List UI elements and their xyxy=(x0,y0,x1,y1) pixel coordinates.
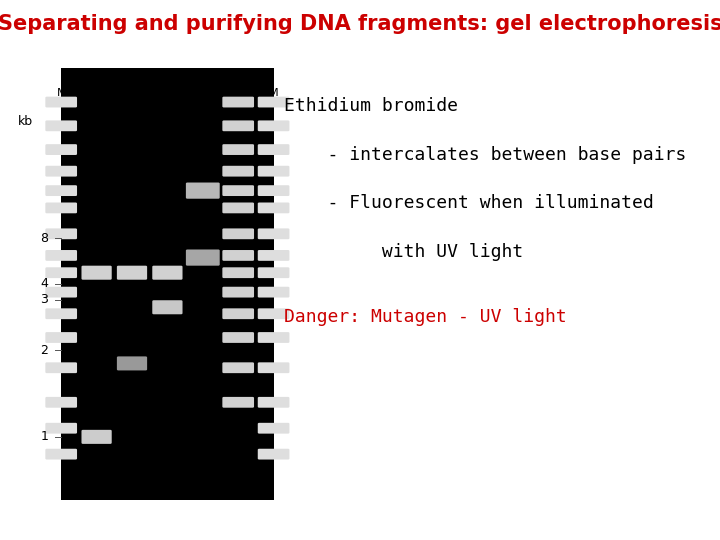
FancyBboxPatch shape xyxy=(45,250,77,261)
FancyBboxPatch shape xyxy=(222,267,254,278)
FancyBboxPatch shape xyxy=(153,266,183,280)
FancyBboxPatch shape xyxy=(222,97,254,107)
FancyBboxPatch shape xyxy=(117,356,147,370)
FancyBboxPatch shape xyxy=(117,266,147,280)
FancyBboxPatch shape xyxy=(81,266,112,280)
Text: Separating and purifying DNA fragments: gel electrophoresis: Separating and purifying DNA fragments: … xyxy=(0,14,720,33)
FancyBboxPatch shape xyxy=(258,166,289,177)
FancyBboxPatch shape xyxy=(258,287,289,298)
FancyBboxPatch shape xyxy=(258,144,289,155)
FancyBboxPatch shape xyxy=(258,97,289,107)
Text: Ethidium bromide: Ethidium bromide xyxy=(284,97,459,115)
Text: 4: 4 xyxy=(40,277,48,290)
FancyBboxPatch shape xyxy=(222,362,254,373)
FancyBboxPatch shape xyxy=(258,120,289,131)
Text: M: M xyxy=(269,87,279,98)
FancyBboxPatch shape xyxy=(222,228,254,239)
Text: kb: kb xyxy=(17,115,33,128)
FancyBboxPatch shape xyxy=(45,449,77,460)
Text: 1: 1 xyxy=(40,430,48,443)
FancyBboxPatch shape xyxy=(45,97,77,107)
Text: Danger: Mutagen - UV light: Danger: Mutagen - UV light xyxy=(284,308,567,326)
FancyBboxPatch shape xyxy=(258,362,289,373)
Text: 8: 8 xyxy=(40,232,48,245)
FancyBboxPatch shape xyxy=(222,332,254,343)
Text: 5: 5 xyxy=(235,87,242,98)
FancyBboxPatch shape xyxy=(258,267,289,278)
FancyBboxPatch shape xyxy=(45,120,77,131)
FancyBboxPatch shape xyxy=(45,332,77,343)
FancyBboxPatch shape xyxy=(222,144,254,155)
FancyBboxPatch shape xyxy=(45,166,77,177)
Text: - Fluorescent when illuminated: - Fluorescent when illuminated xyxy=(284,194,654,212)
Text: with UV light: with UV light xyxy=(284,243,523,261)
FancyBboxPatch shape xyxy=(258,449,289,460)
FancyBboxPatch shape xyxy=(258,228,289,239)
FancyBboxPatch shape xyxy=(222,250,254,261)
FancyBboxPatch shape xyxy=(222,397,254,408)
FancyBboxPatch shape xyxy=(222,185,254,196)
FancyBboxPatch shape xyxy=(45,362,77,373)
FancyBboxPatch shape xyxy=(258,185,289,196)
FancyBboxPatch shape xyxy=(45,423,77,434)
Text: 2: 2 xyxy=(128,87,135,98)
FancyBboxPatch shape xyxy=(81,430,112,444)
FancyBboxPatch shape xyxy=(258,423,289,434)
Text: M: M xyxy=(56,87,66,98)
Text: 4: 4 xyxy=(199,87,207,98)
FancyBboxPatch shape xyxy=(45,185,77,196)
Text: 1: 1 xyxy=(93,87,100,98)
FancyBboxPatch shape xyxy=(45,308,77,319)
Text: 3: 3 xyxy=(164,87,171,98)
Text: 3: 3 xyxy=(40,293,48,306)
FancyBboxPatch shape xyxy=(222,166,254,177)
Bar xyxy=(61,68,274,500)
FancyBboxPatch shape xyxy=(222,202,254,213)
FancyBboxPatch shape xyxy=(45,228,77,239)
FancyBboxPatch shape xyxy=(45,397,77,408)
FancyBboxPatch shape xyxy=(45,144,77,155)
FancyBboxPatch shape xyxy=(153,300,183,314)
Text: - intercalates between base pairs: - intercalates between base pairs xyxy=(284,146,687,164)
FancyBboxPatch shape xyxy=(45,202,77,213)
FancyBboxPatch shape xyxy=(186,183,220,199)
FancyBboxPatch shape xyxy=(222,287,254,298)
FancyBboxPatch shape xyxy=(222,308,254,319)
FancyBboxPatch shape xyxy=(45,287,77,298)
FancyBboxPatch shape xyxy=(258,202,289,213)
FancyBboxPatch shape xyxy=(186,249,220,266)
FancyBboxPatch shape xyxy=(258,397,289,408)
FancyBboxPatch shape xyxy=(258,332,289,343)
FancyBboxPatch shape xyxy=(45,267,77,278)
FancyBboxPatch shape xyxy=(258,308,289,319)
Text: 2: 2 xyxy=(40,344,48,357)
FancyBboxPatch shape xyxy=(222,120,254,131)
FancyBboxPatch shape xyxy=(258,250,289,261)
